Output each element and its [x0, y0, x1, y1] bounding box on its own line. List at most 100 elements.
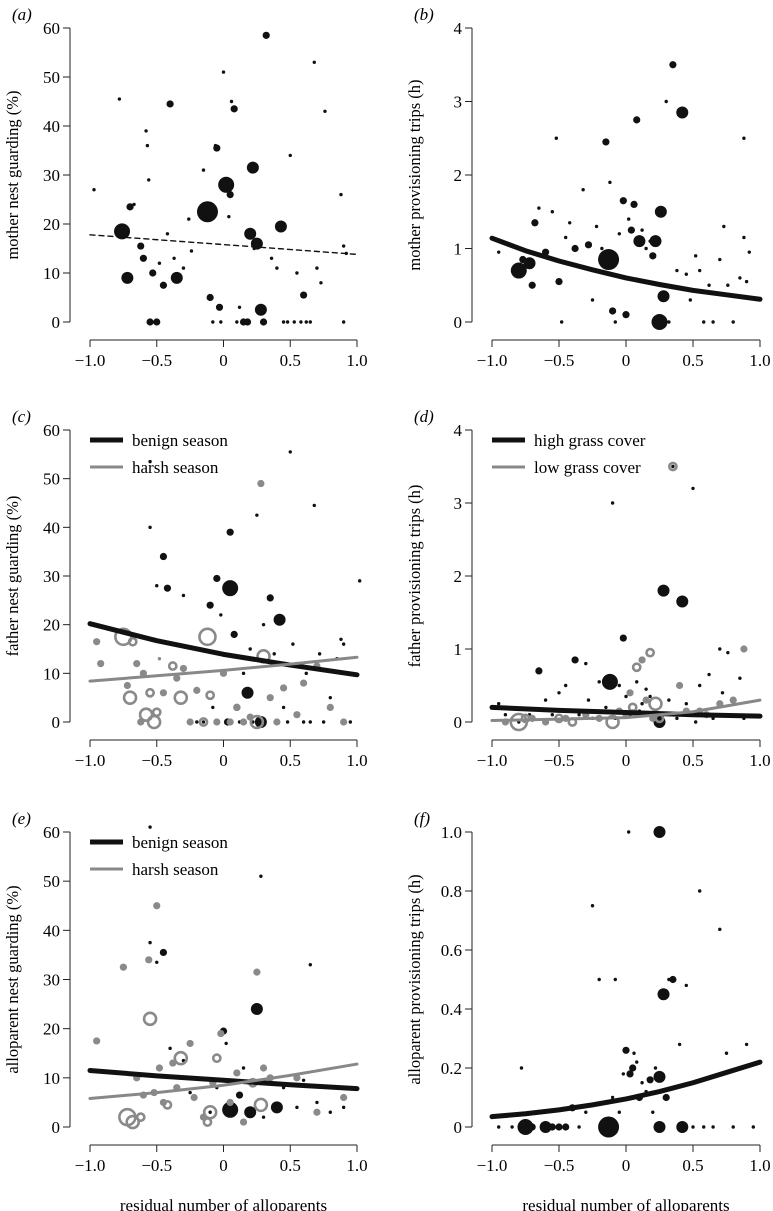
black-data-point	[648, 694, 652, 699]
black-data-point	[550, 210, 554, 214]
black-data-point	[246, 161, 259, 174]
fit-line-1	[490, 698, 762, 723]
black-data-point	[181, 266, 186, 270]
legend-label: low grass cover	[534, 458, 641, 477]
grey-data-point	[253, 1097, 269, 1113]
black-data-point	[317, 652, 322, 656]
grey-data-point	[627, 702, 638, 713]
panel-d: (d) 0 1 2 3 4 father provisioning trips (h) −1.…	[405, 407, 771, 770]
black-data-point	[598, 1116, 620, 1138]
x-tick-label: 1.0	[346, 351, 367, 370]
black-data-point	[559, 320, 564, 324]
y-tick-label: 2	[454, 567, 463, 586]
x-tick-label: −0.5	[141, 351, 172, 370]
grey-data-point	[114, 627, 133, 647]
black-data-point	[213, 144, 221, 152]
grey-data-point	[153, 902, 161, 910]
black-data-point	[312, 503, 316, 508]
black-data-point	[640, 228, 644, 232]
grey-data-point	[167, 661, 178, 671]
black-data-point	[315, 266, 319, 270]
y-tick-label: 20	[43, 1020, 60, 1039]
black-data-point	[328, 695, 332, 700]
grey-data-point	[729, 696, 737, 704]
black-data-point	[148, 940, 152, 945]
black-data-point	[738, 276, 742, 280]
grey-data-point	[159, 689, 168, 697]
black-data-point	[662, 1093, 670, 1102]
grey-data-point	[93, 1037, 101, 1045]
black-data-point	[621, 1072, 626, 1076]
black-data-point	[724, 1051, 729, 1055]
black-data-point	[523, 257, 536, 270]
black-data-point	[159, 552, 168, 561]
black-data-point	[208, 1110, 212, 1114]
x-tick-label: 0	[622, 751, 631, 770]
grey-data-point	[119, 963, 127, 971]
black-data-point	[613, 977, 617, 982]
grey-data-point	[145, 956, 153, 964]
grey-data-point	[135, 1112, 146, 1123]
black-data-point	[497, 250, 501, 254]
grey-data-point	[145, 687, 155, 698]
black-data-point	[266, 594, 274, 602]
y-tick-label: 0	[454, 713, 463, 732]
black-data-point	[285, 720, 290, 724]
black-data-point	[206, 293, 214, 302]
x-tick-label: −0.5	[141, 1156, 172, 1175]
fit-line-0	[87, 1067, 360, 1092]
y-tick-label: 4	[454, 421, 463, 440]
y-tick-label: 1	[454, 240, 463, 259]
grey-data-point	[257, 479, 265, 488]
black-data-point	[315, 1100, 319, 1105]
black-data-point	[206, 601, 214, 609]
black-data-point	[168, 1046, 172, 1051]
black-data-point	[600, 246, 604, 251]
black-data-point	[581, 188, 585, 192]
black-data-point	[149, 269, 157, 277]
black-data-point	[597, 977, 601, 982]
y-axis-label: mother provisioning trips (h)	[405, 79, 424, 270]
black-data-point	[281, 320, 286, 324]
grey-data-point	[605, 714, 620, 730]
black-data-point	[677, 1042, 682, 1047]
black-data-point	[269, 256, 274, 260]
black-data-point	[747, 250, 751, 254]
black-data-point	[211, 320, 215, 324]
black-data-point	[684, 272, 688, 276]
y-tick-label: 10	[43, 1069, 60, 1088]
black-data-point	[675, 716, 679, 721]
black-data-point	[584, 1110, 588, 1114]
grey-data-point	[93, 638, 101, 646]
black-data-point	[255, 513, 259, 517]
black-data-point	[339, 637, 343, 641]
black-data-point	[248, 647, 252, 651]
grey-data-point	[139, 669, 147, 677]
black-data-point	[155, 584, 159, 588]
y-axis-label: mother nest guarding (%)	[3, 90, 22, 259]
black-data-point	[667, 320, 671, 324]
x-tick-label: −0.5	[141, 751, 172, 770]
grey-data-point	[97, 660, 105, 668]
black-data-point	[301, 1078, 306, 1082]
black-data-point	[163, 584, 172, 592]
x-tick-label: 0.5	[682, 1156, 703, 1175]
black-data-point	[584, 661, 588, 666]
black-data-point	[137, 242, 145, 250]
black-data-point	[644, 687, 648, 691]
panel-label: (d)	[414, 407, 434, 426]
black-data-point	[693, 720, 698, 724]
black-data-point	[155, 960, 159, 964]
grey-data-point	[239, 1118, 248, 1126]
grey-data-point	[211, 1053, 222, 1064]
grey-data-point	[645, 647, 656, 658]
black-data-point	[188, 1090, 192, 1095]
grey-data-point	[173, 1050, 189, 1066]
black-data-point	[341, 1105, 346, 1110]
black-data-point	[114, 223, 131, 240]
x-tick-label: 0.5	[280, 351, 301, 370]
x-tick-label: 0.5	[682, 351, 703, 370]
black-data-point	[604, 705, 608, 710]
grey-data-point	[340, 1093, 348, 1102]
black-data-point	[275, 266, 279, 270]
